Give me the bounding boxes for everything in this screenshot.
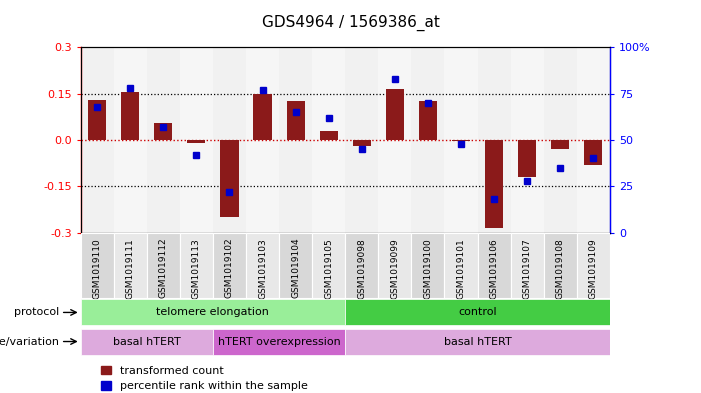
Text: protocol: protocol: [14, 307, 60, 318]
Bar: [379, 47, 411, 233]
Bar: [180, 47, 213, 233]
Bar: [353, 140, 371, 146]
Text: GSM1019108: GSM1019108: [556, 238, 565, 299]
Bar: [477, 47, 510, 233]
Text: GSM1019111: GSM1019111: [125, 238, 135, 299]
Bar: [411, 47, 444, 233]
Text: basal hTERT: basal hTERT: [113, 336, 181, 347]
Bar: [411, 233, 444, 298]
Bar: [477, 233, 510, 298]
Bar: [114, 47, 147, 233]
Bar: [114, 233, 147, 298]
Bar: [320, 130, 338, 140]
Bar: [544, 47, 577, 233]
Bar: [346, 47, 379, 233]
Bar: [213, 233, 246, 298]
Bar: [346, 233, 379, 298]
Text: GSM1019110: GSM1019110: [93, 238, 102, 299]
Text: GSM1019106: GSM1019106: [489, 238, 498, 299]
Text: GDS4964 / 1569386_at: GDS4964 / 1569386_at: [261, 15, 440, 31]
Bar: [444, 47, 477, 233]
Text: basal hTERT: basal hTERT: [444, 336, 512, 347]
Bar: [544, 233, 577, 298]
Bar: [187, 140, 205, 143]
Text: telomere elongation: telomere elongation: [156, 307, 269, 318]
Bar: [279, 233, 312, 298]
Legend: transformed count, percentile rank within the sample: transformed count, percentile rank withi…: [97, 361, 313, 393]
Bar: [81, 47, 114, 233]
Bar: [518, 140, 536, 177]
Bar: [213, 329, 346, 354]
Text: GSM1019099: GSM1019099: [390, 238, 400, 299]
Bar: [246, 233, 279, 298]
Bar: [444, 233, 477, 298]
Text: hTERT overexpression: hTERT overexpression: [218, 336, 341, 347]
Bar: [346, 329, 610, 354]
Bar: [452, 140, 470, 141]
Bar: [254, 94, 272, 140]
Bar: [551, 140, 569, 149]
Bar: [287, 101, 305, 140]
Bar: [81, 299, 346, 325]
Bar: [485, 140, 503, 228]
Bar: [88, 100, 107, 140]
Text: GSM1019102: GSM1019102: [225, 238, 234, 298]
Text: GSM1019098: GSM1019098: [358, 238, 367, 299]
Text: genotype/variation: genotype/variation: [0, 336, 60, 347]
Bar: [279, 47, 312, 233]
Bar: [577, 233, 610, 298]
Bar: [312, 47, 346, 233]
Text: GSM1019105: GSM1019105: [324, 238, 333, 299]
Bar: [577, 47, 610, 233]
Bar: [379, 233, 411, 298]
Bar: [312, 233, 346, 298]
Text: control: control: [458, 307, 497, 318]
Text: GSM1019109: GSM1019109: [589, 238, 598, 299]
Bar: [510, 47, 544, 233]
Bar: [386, 89, 404, 140]
Bar: [346, 299, 610, 325]
Bar: [147, 47, 180, 233]
Bar: [220, 140, 238, 217]
Bar: [246, 47, 279, 233]
Bar: [510, 233, 544, 298]
Bar: [81, 329, 213, 354]
Bar: [147, 233, 180, 298]
Bar: [154, 123, 172, 140]
Text: GSM1019103: GSM1019103: [258, 238, 267, 299]
Bar: [418, 101, 437, 140]
Bar: [213, 47, 246, 233]
Text: GSM1019104: GSM1019104: [291, 238, 300, 298]
Text: GSM1019100: GSM1019100: [423, 238, 433, 299]
Bar: [121, 92, 139, 140]
Text: GSM1019112: GSM1019112: [159, 238, 168, 298]
Bar: [81, 233, 114, 298]
Bar: [180, 233, 213, 298]
Text: GSM1019113: GSM1019113: [192, 238, 201, 299]
Text: GSM1019101: GSM1019101: [456, 238, 465, 299]
Bar: [584, 140, 602, 165]
Text: GSM1019107: GSM1019107: [523, 238, 531, 299]
